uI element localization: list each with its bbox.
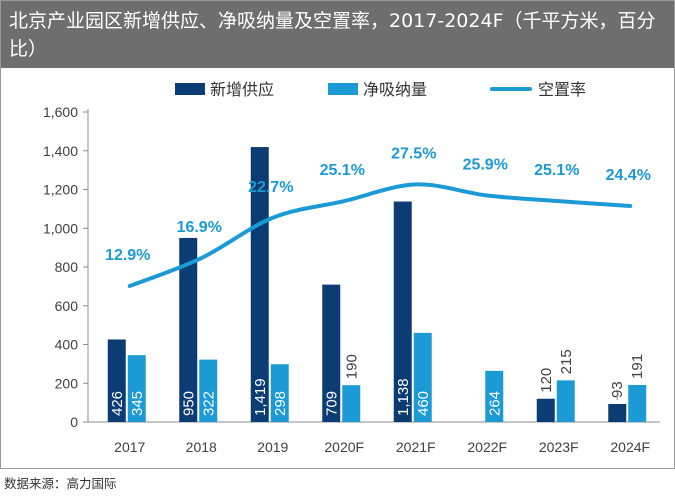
x-tick-label: 2021F [396,439,436,455]
title-bar: 北京产业园区新增供应、净吸纳量及空置率，2017-2024F（千平方米，百分比） [1,1,674,68]
supply-value-label: 1,419 [252,378,269,416]
y-tick-label: 0 [70,414,78,430]
supply-bar [179,237,198,422]
y-tick-label: 1,600 [43,104,78,120]
legend-label-absorption: 净吸纳量 [363,80,427,99]
absorption-bar [199,359,218,422]
vacancy-rate-label: 16.9% [177,219,222,236]
vacancy-rate-label: 27.5% [391,145,436,162]
x-tick-label: 2023F [539,439,579,455]
vacancy-rate-label: 25.9% [463,157,508,174]
absorption-value-label: 460 [415,391,432,416]
y-tick-label: 1,200 [43,182,78,198]
legend-swatch-absorption [328,83,358,95]
absorption-bar [127,355,146,422]
vacancy-rate-label: 24.4% [606,167,651,184]
absorption-value-label: 298 [272,391,289,416]
legend-label-supply: 新增供应 [210,80,274,99]
absorption-value-label: 190 [343,354,360,379]
absorption-value-label: 264 [486,391,503,416]
supply-bar [393,201,412,422]
vacancy-rate-label: 12.9% [105,247,150,264]
y-tick-label: 1,400 [43,143,78,159]
absorption-bar [342,385,361,422]
supply-value-label: 93 [609,381,626,398]
absorption-bar [628,384,647,422]
absorption-value-label: 345 [129,391,146,416]
supply-bar [107,339,126,422]
y-tick-label: 600 [55,298,79,314]
y-tick-label: 400 [55,337,79,353]
source-note: 数据来源：高力国际 [4,476,117,491]
chart-title: 北京产业园区新增供应、净吸纳量及空置率，2017-2024F（千平方米，百分比） [9,10,656,60]
supply-bar [322,284,341,422]
y-tick-label: 1,000 [43,220,78,236]
legend-swatch-supply [175,83,205,95]
chart-plot: 0 200 400 600 800 1,000 1,200 1,400 1,600 2017 426… [43,80,660,455]
supply-value-label: 709 [323,391,340,416]
supply-value-label: 120 [538,368,555,393]
absorption-bar [413,332,432,422]
absorption-value-label: 215 [558,349,575,374]
y-tick-label: 200 [55,375,79,391]
supply-value-label: 1,138 [395,378,412,416]
supply-bar [250,147,269,422]
absorption-bar [270,364,289,422]
x-tick-label: 2017 [114,439,145,455]
absorption-bar [556,380,575,422]
absorption-bar [485,370,504,422]
absorption-value-label: 322 [200,391,217,416]
y-tick-label: 800 [55,259,79,275]
x-tick-label: 2018 [186,439,217,455]
supply-value-label: 950 [180,391,197,416]
vacancy-rate-label: 22.7% [248,179,293,196]
supply-value-label: 426 [109,391,126,416]
vacancy-rate-line [127,182,633,288]
x-tick-label: 2020F [324,439,364,455]
vacancy-rate-label: 25.1% [534,162,579,179]
supply-bar [536,398,555,422]
x-tick-label: 2024F [610,439,650,455]
vacancy-rate-label: 25.1% [320,162,365,179]
x-tick-label: 2019 [257,439,288,455]
legend-label-vacancy: 空置率 [538,80,586,99]
supply-bar [608,403,627,422]
x-tick-label: 2022F [467,439,507,455]
absorption-value-label: 191 [629,354,646,379]
